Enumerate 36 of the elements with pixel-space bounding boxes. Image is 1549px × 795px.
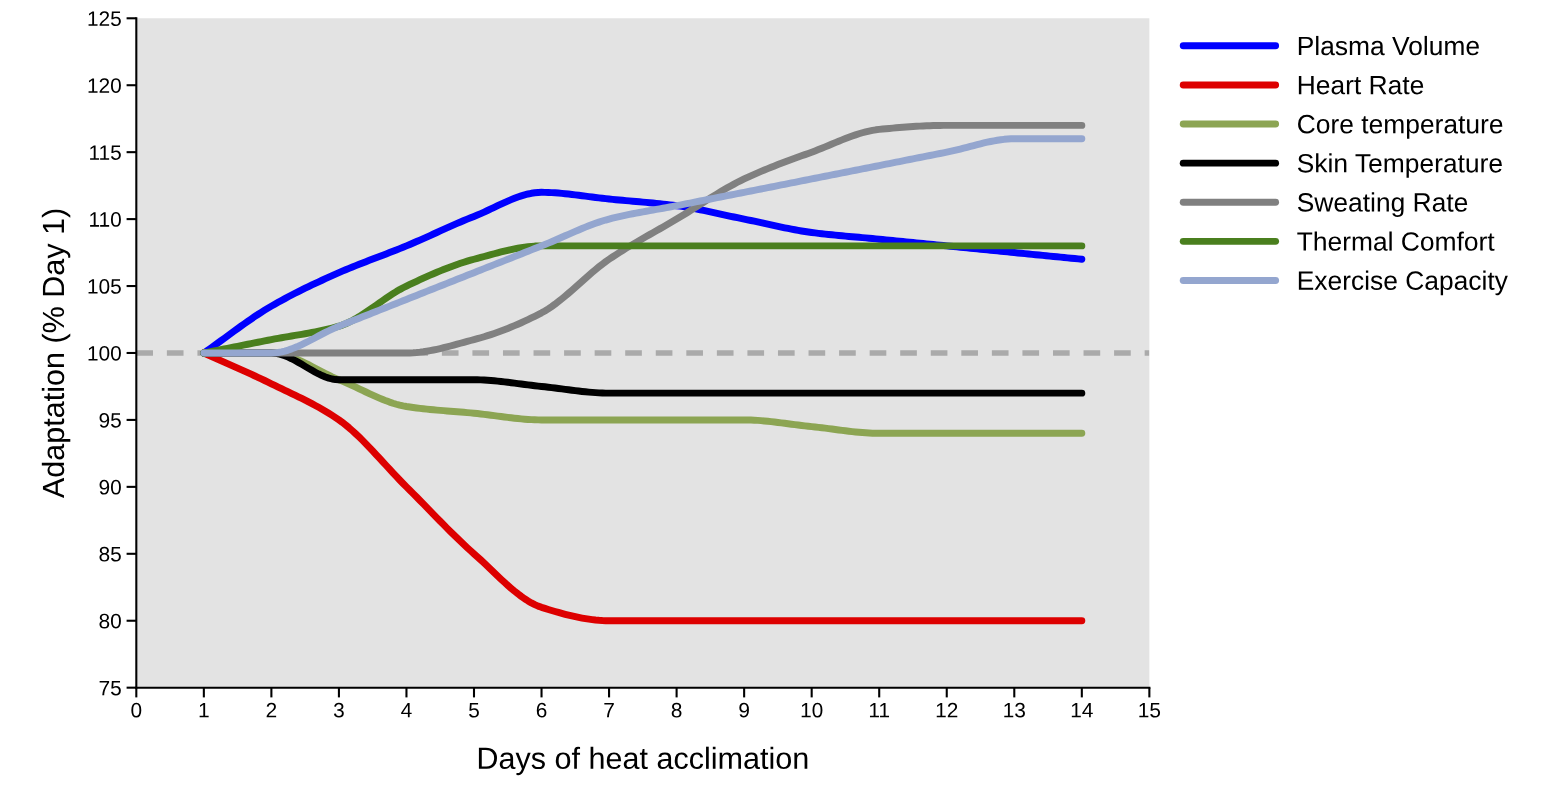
- y-tick-label: 75: [99, 680, 121, 696]
- legend-label: Plasma Volume: [1298, 35, 1479, 56]
- x-tick-label: 0: [131, 702, 142, 718]
- legend-label: Heart Rate: [1298, 75, 1424, 95]
- x-tick-label: 2: [266, 702, 277, 718]
- x-axis-title: Days of heat acclimation: [478, 746, 808, 776]
- x-tick-label: 3: [333, 702, 344, 718]
- x-tick-label: 12: [936, 702, 958, 718]
- legend-label: Thermal Comfort: [1297, 231, 1495, 251]
- x-tick-label: 7: [604, 703, 614, 718]
- x-tick-label: 8: [671, 702, 682, 718]
- y-tick-label: 90: [99, 479, 121, 495]
- x-tick-label: 11: [869, 703, 890, 718]
- x-tick-label: 14: [1071, 703, 1093, 718]
- legend-label: Core temperature: [1298, 114, 1503, 139]
- y-tick-label: 105: [88, 279, 121, 294]
- y-tick-label: 115: [90, 145, 121, 160]
- x-tick-label: 5: [469, 703, 479, 718]
- x-tick-label: 13: [1004, 702, 1025, 718]
- y-tick-label: 95: [99, 412, 121, 428]
- x-tick-label: 15: [1139, 703, 1161, 718]
- y-tick-label: 85: [99, 546, 121, 562]
- x-tick-label: 4: [401, 703, 412, 718]
- legend-label: Sweating Rate: [1297, 192, 1468, 217]
- y-tick-label: 100: [88, 345, 121, 361]
- y-tick-label: 110: [90, 212, 121, 227]
- legend-label: Skin Temperature: [1297, 153, 1502, 178]
- x-tick-label: 10: [801, 702, 823, 718]
- x-tick-label: 9: [739, 702, 749, 718]
- x-tick-label: 6: [536, 702, 547, 718]
- y-tick-label: 125: [88, 11, 121, 27]
- legend-label: Exercise Capacity: [1298, 270, 1508, 296]
- x-tick-label: 1: [199, 703, 209, 718]
- y-tick-label: 80: [99, 613, 121, 629]
- y-tick-label: 120: [88, 78, 121, 93]
- y-axis-title: Adaptation (% Day 1): [41, 209, 71, 499]
